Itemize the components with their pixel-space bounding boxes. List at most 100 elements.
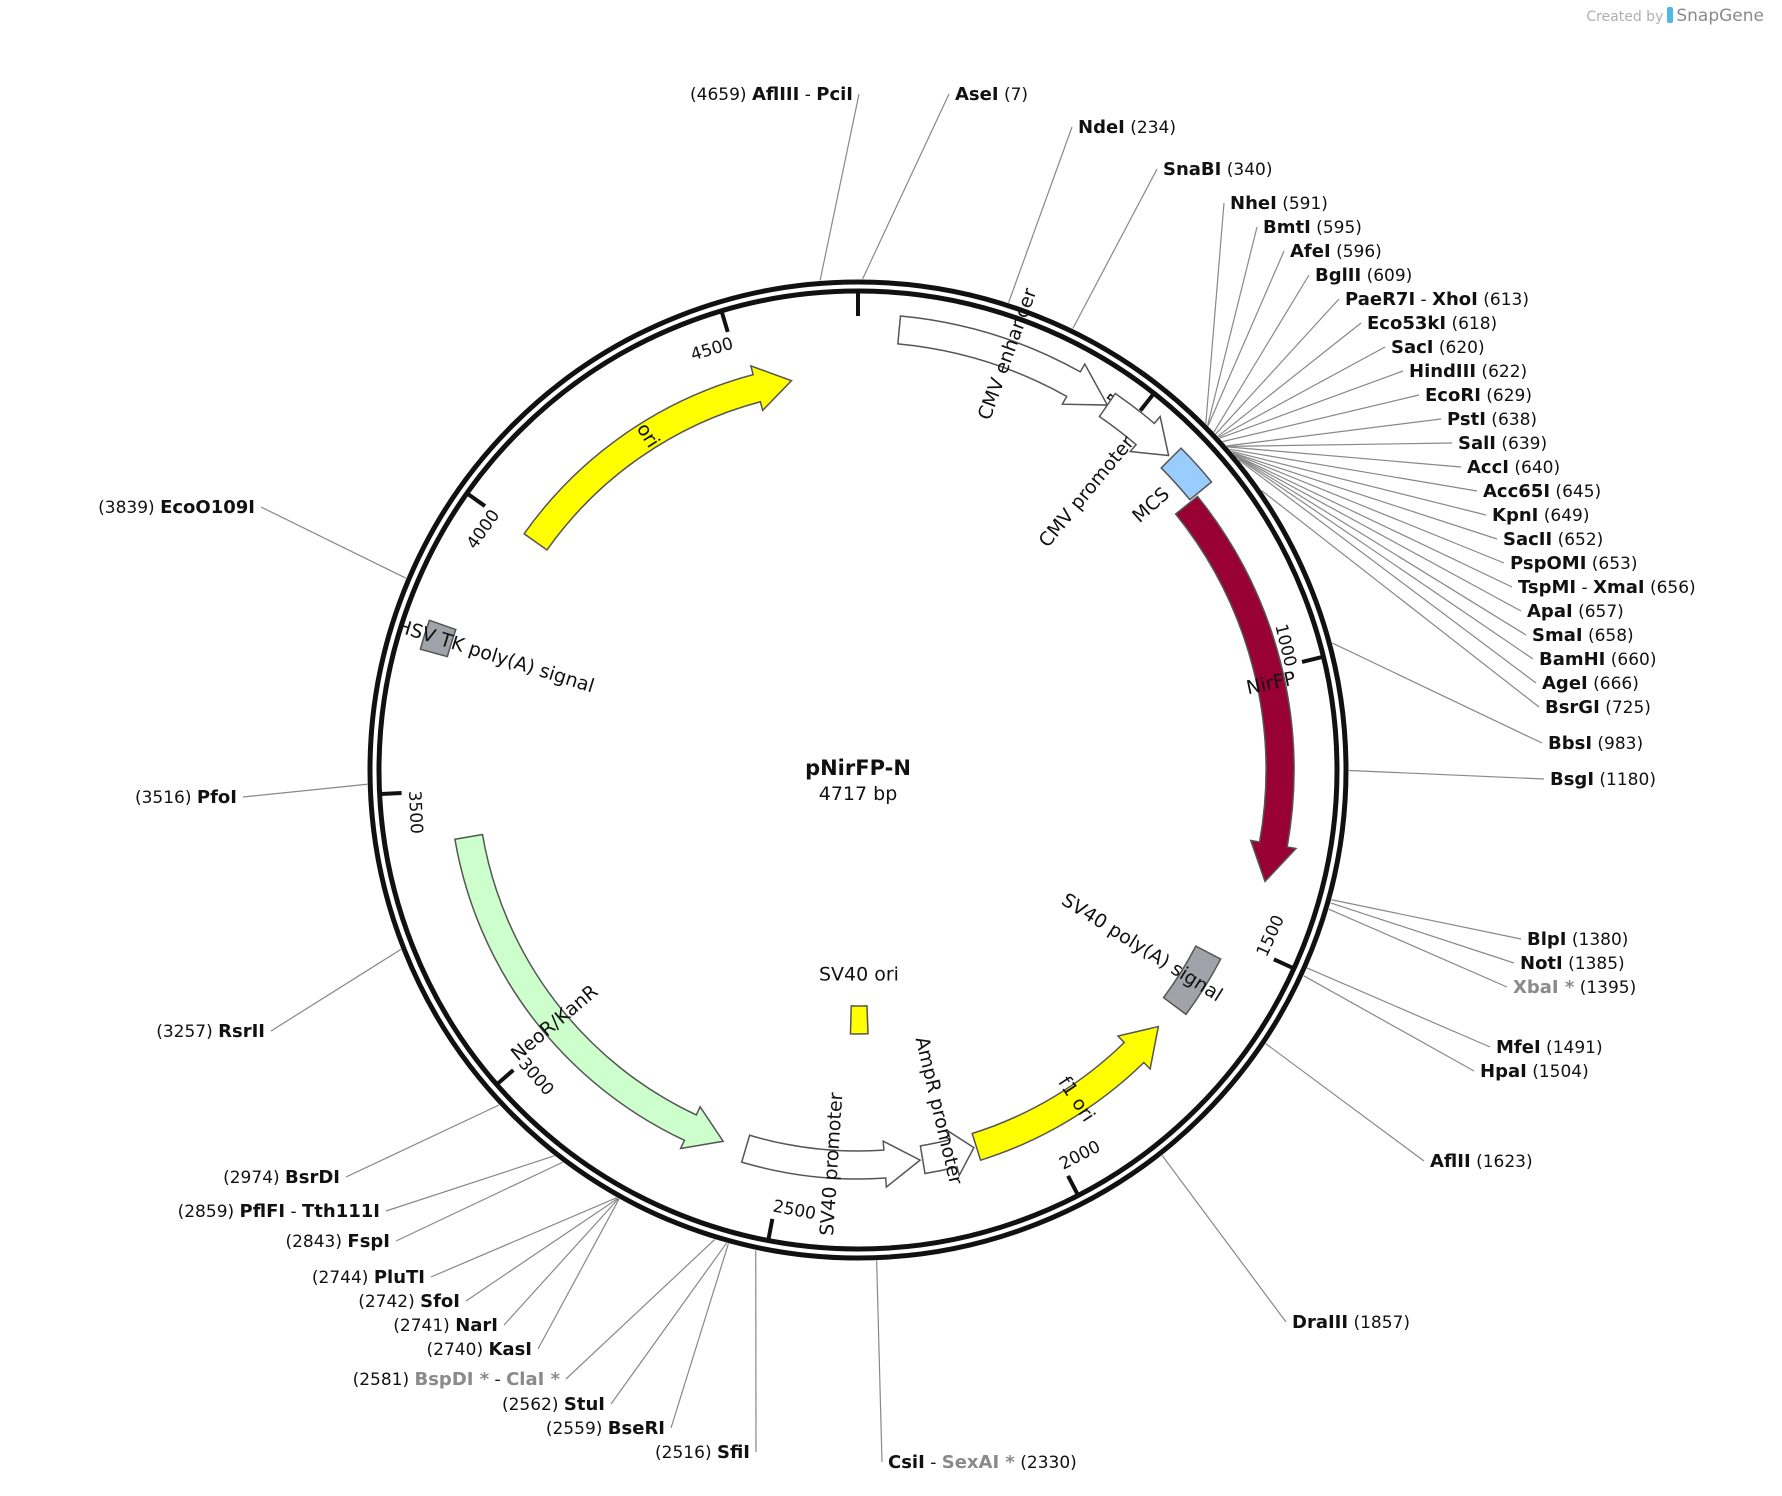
enzyme-label-32[interactable]: AflII (1623): [1430, 1151, 1533, 1172]
enzyme-leader-42: [430, 1197, 618, 1278]
feature-f1-ori[interactable]: [971, 1025, 1160, 1162]
feature-mcs[interactable]: [1160, 447, 1213, 501]
enzyme-leader-17: [1232, 452, 1498, 540]
enzyme-label-6[interactable]: BglII (609): [1315, 265, 1412, 286]
enzyme-label-38[interactable]: (2581) BspDI * - ClaI *: [353, 1369, 561, 1390]
enzyme-leader-7: [1215, 298, 1340, 435]
tick-mark-1000: [1301, 655, 1323, 664]
enzyme-leader-36: [670, 1243, 729, 1429]
tick-mark-4000: [466, 492, 487, 508]
enzyme-label-39[interactable]: (2740) KasI: [427, 1339, 532, 1360]
enzyme-leader-47: [242, 783, 368, 798]
feature-ori[interactable]: [523, 364, 793, 551]
enzyme-label-40[interactable]: (2741) NarI: [393, 1315, 498, 1336]
feature-sv40-ori[interactable]: [849, 1005, 869, 1035]
enzyme-label-30[interactable]: MfeI (1491): [1496, 1037, 1603, 1058]
enzyme-label-34[interactable]: CsiI - SexAI * (2330): [888, 1452, 1077, 1473]
enzyme-leader-38: [565, 1239, 716, 1380]
enzyme-label-29[interactable]: XbaI * (1395): [1513, 977, 1636, 998]
enzyme-leader-26: [1348, 769, 1545, 780]
enzyme-label-49[interactable]: (4659) AflIII - PciI: [690, 84, 853, 105]
enzyme-label-12[interactable]: PstI (638): [1447, 409, 1537, 430]
tick-mark-2500: [766, 1218, 775, 1240]
enzyme-label-31[interactable]: HpaI (1504): [1480, 1061, 1589, 1082]
feature-label-sv40-poly-a-signal: SV40 poly(A) signal: [1058, 889, 1227, 1006]
enzyme-leader-3: [1205, 202, 1225, 424]
enzyme-label-27[interactable]: BlpI (1380): [1527, 929, 1628, 950]
enzyme-label-8[interactable]: Eco53kI (618): [1367, 313, 1497, 334]
enzyme-label-0[interactable]: AseI (7): [955, 84, 1028, 105]
enzyme-label-15[interactable]: Acc65I (645): [1483, 481, 1601, 502]
enzyme-label-36[interactable]: (2559) BseRI: [546, 1418, 665, 1439]
enzyme-label-9[interactable]: SacI (620): [1391, 337, 1485, 358]
enzyme-label-1[interactable]: NdeI (234): [1078, 117, 1176, 138]
enzyme-label-5[interactable]: AfeI (596): [1290, 241, 1382, 262]
feature-hsv-tk-poly-a-signal[interactable]: [419, 619, 457, 658]
tick-label-1500: 1500: [1253, 912, 1289, 960]
enzyme-label-35[interactable]: (2516) SfiI: [655, 1442, 750, 1463]
tick-label-3500: 3500: [404, 790, 426, 834]
enzyme-leader-11: [1222, 394, 1420, 443]
enzyme-leader-0: [862, 93, 950, 280]
enzyme-label-17[interactable]: SacII (652): [1503, 529, 1603, 550]
feature-cmv-enhancer[interactable]: [897, 315, 1109, 406]
enzyme-leader-6: [1213, 274, 1310, 433]
backbone-outer-ring: [367, 279, 1349, 1261]
feature-sv40-poly-a-signal[interactable]: [1162, 945, 1222, 1016]
enzyme-leader-30: [1307, 967, 1491, 1048]
feature-cmv-promoter[interactable]: [1098, 392, 1170, 457]
enzyme-label-26[interactable]: BsgI (1180): [1550, 769, 1656, 790]
enzyme-label-24[interactable]: BsrGI (725): [1545, 697, 1651, 718]
enzyme-leader-49: [819, 93, 860, 281]
enzyme-label-2[interactable]: SnaBI (340): [1163, 159, 1272, 180]
enzyme-leader-16: [1231, 450, 1487, 516]
enzyme-label-47[interactable]: (3516) PfoI: [135, 787, 237, 808]
feature-nirfp[interactable]: [1174, 495, 1298, 883]
enzyme-label-10[interactable]: HindIII (622): [1409, 361, 1527, 382]
enzyme-label-20[interactable]: ApaI (657): [1527, 601, 1624, 622]
enzyme-label-3[interactable]: NheI (591): [1230, 193, 1328, 214]
snapgene-watermark: Created by SnapGene: [1586, 6, 1764, 26]
enzyme-label-18[interactable]: PspOMI (653): [1510, 553, 1638, 574]
tick-label-4000: 4000: [463, 506, 504, 553]
enzyme-leader-20: [1234, 454, 1522, 612]
enzyme-label-33[interactable]: DraIII (1857): [1292, 1312, 1410, 1333]
tick-mark-3000: [496, 1068, 515, 1086]
enzyme-label-7[interactable]: PaeR7I - XhoI (613): [1345, 289, 1529, 310]
enzyme-leader-34: [876, 1260, 883, 1463]
feature-label-sv40-promoter: SV40 promoter: [816, 1092, 847, 1237]
enzyme-leader-5: [1207, 250, 1285, 427]
enzyme-label-22[interactable]: BamHI (660): [1539, 649, 1657, 670]
enzyme-leader-10: [1219, 370, 1404, 439]
enzyme-label-25[interactable]: BbsI (983): [1548, 733, 1643, 754]
feature-label-hsv-tk-poly-a-signal: HSV TK poly(A) signal: [394, 615, 597, 697]
enzyme-label-41[interactable]: (2742) SfoI: [358, 1291, 460, 1312]
enzyme-label-21[interactable]: SmaI (658): [1532, 625, 1634, 646]
enzyme-leader-25: [1332, 642, 1543, 744]
enzyme-leader-22: [1235, 456, 1534, 660]
enzyme-label-45[interactable]: (2974) BsrDI: [223, 1167, 340, 1188]
plasmid-length: 4717 bp: [819, 783, 898, 805]
enzyme-label-23[interactable]: AgeI (666): [1542, 673, 1639, 694]
enzyme-label-42[interactable]: (2744) PluTI: [312, 1267, 425, 1288]
enzyme-label-44[interactable]: (2859) PflFI - Tth111I: [178, 1201, 380, 1222]
feature-ampr-promoter[interactable]: [919, 1129, 975, 1178]
enzyme-label-19[interactable]: TspMI - XmaI (656): [1518, 577, 1696, 598]
feature-label-nirfp: NirFP: [1244, 668, 1297, 700]
enzyme-label-16[interactable]: KpnI (649): [1492, 505, 1589, 526]
enzyme-label-28[interactable]: NotI (1385): [1520, 953, 1625, 974]
enzyme-label-48[interactable]: (3839) EcoO109I: [98, 497, 255, 518]
feature-sv40-promoter[interactable]: [740, 1134, 922, 1189]
enzyme-label-37[interactable]: (2562) StuI: [502, 1394, 605, 1415]
enzyme-label-14[interactable]: AccI (640): [1467, 457, 1560, 478]
feature-neor-kanr[interactable]: [454, 833, 725, 1150]
enzyme-label-4[interactable]: BmtI (595): [1263, 217, 1362, 238]
enzyme-leader-12: [1226, 418, 1442, 447]
tick-mark-500: [1138, 392, 1155, 412]
enzyme-label-46[interactable]: (3257) RsrII: [156, 1021, 265, 1042]
enzyme-label-13[interactable]: SalI (639): [1458, 433, 1547, 454]
enzyme-label-11[interactable]: EcoRI (629): [1425, 385, 1532, 406]
enzyme-label-43[interactable]: (2843) FspI: [285, 1231, 390, 1252]
enzyme-leader-lines: [242, 93, 1545, 1463]
